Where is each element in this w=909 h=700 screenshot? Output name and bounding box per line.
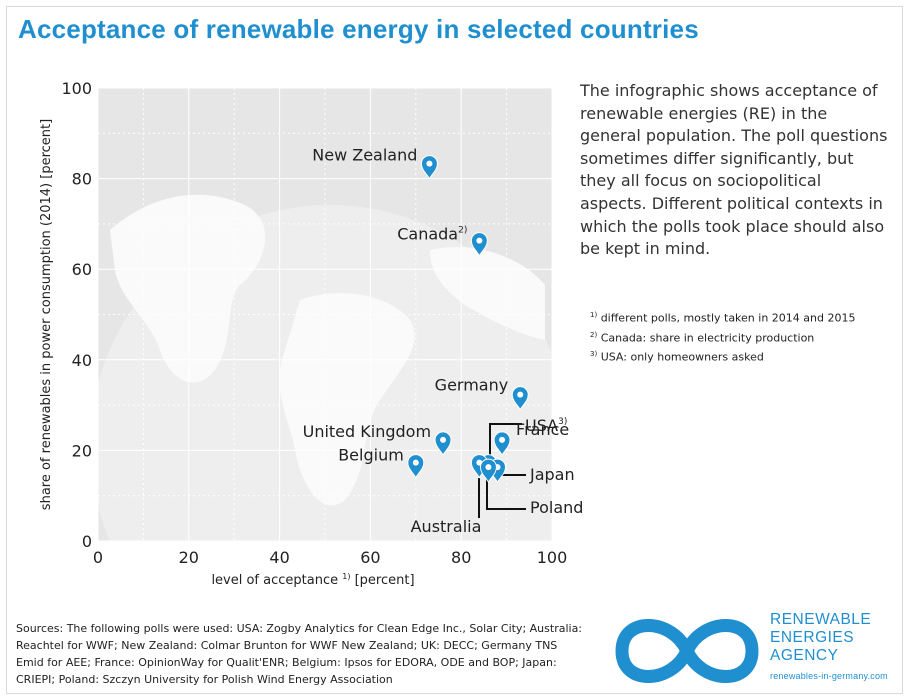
map-pin-icon [407, 454, 425, 479]
pin-dot [440, 436, 447, 443]
pin-dot [499, 436, 506, 443]
point-label: Germany [435, 376, 509, 395]
pin-dot [426, 160, 433, 167]
x-tick-label: 100 [537, 548, 568, 567]
pin-dot [517, 391, 524, 398]
y-tick-label: 0 [82, 532, 92, 551]
axis-ticks: 0 20 40 60 80 100 0 20 40 60 80 100 [61, 79, 567, 567]
globe-background [98, 194, 552, 541]
y-tick-label: 100 [61, 79, 92, 98]
y-tick-label: 80 [72, 170, 92, 189]
map-pin-icon [493, 431, 511, 456]
pin-shape [470, 232, 488, 257]
description-text: The infographic shows acceptance of rene… [580, 81, 888, 259]
x-tick-label: 60 [360, 548, 380, 567]
point-labels: New Zealand Canada2) Germany United Kingdom… [303, 146, 584, 536]
infographic-frame [6, 6, 903, 694]
agency-line: RENEWABLE [770, 611, 872, 628]
point-label: Poland [530, 498, 583, 517]
pin-shape [511, 386, 529, 411]
agency-line: AGENCY [770, 647, 839, 664]
point-label: USA3) [525, 416, 567, 435]
data-markers [407, 155, 529, 484]
pin-dot [485, 464, 492, 471]
point-label: Australia [411, 517, 482, 536]
pin-shape [420, 155, 438, 180]
x-tick-label: 40 [269, 548, 289, 567]
map-pin-icon [420, 155, 438, 180]
y-tick-label: 40 [72, 351, 92, 370]
sources-text: Sources: The following polls were used: … [16, 622, 583, 686]
y-tick-label: 60 [72, 260, 92, 279]
y-tick-label: 20 [72, 441, 92, 460]
map-pin-icon [479, 458, 497, 484]
y-axis-label: share of renewables in power consumption… [39, 119, 54, 510]
footnote: 1) different polls, mostly taken in 2014… [590, 311, 856, 325]
map-pin-icon [470, 232, 488, 257]
point-label: Japan [529, 465, 575, 484]
map-pin-icon [511, 386, 529, 411]
x-tick-label: 20 [179, 548, 199, 567]
infinity-logo-icon [615, 619, 759, 683]
globe-continent [279, 292, 415, 506]
pin-shape [407, 454, 425, 479]
agency-url: renewables-in-germany.com [770, 671, 888, 681]
x-tick-label: 80 [451, 548, 471, 567]
pin-dot [412, 459, 419, 466]
x-axis-label: level of acceptance 1) [percent] [211, 572, 414, 588]
pin-dot [476, 237, 483, 244]
page-title: Acceptance of renewable energy in select… [18, 14, 699, 44]
grid-lines [97, 87, 553, 542]
globe-continent [430, 246, 545, 340]
agency-line: ENERGIES [770, 629, 855, 646]
point-label: Belgium [338, 446, 404, 465]
footnotes: 1) different polls, mostly taken in 2014… [590, 307, 855, 366]
x-tick-label: 0 [93, 548, 103, 567]
globe-shape [98, 194, 552, 541]
map-pin-icon [434, 431, 452, 456]
point-label: France [516, 420, 569, 439]
pin-shape [479, 458, 497, 484]
point-label: Canada2) [397, 225, 467, 244]
globe-continent [110, 194, 266, 383]
footnote: 2) Canada: share in electricity producti… [590, 330, 815, 345]
scatter-chart: 0 20 40 60 80 100 0 20 40 60 80 100 New Zealand Cana… [39, 79, 584, 588]
agency-name: RENEWABLE ENERGIES AGENCY renewables-in-… [770, 611, 888, 685]
point-label: United Kingdom [303, 422, 431, 441]
pin-shape [493, 431, 511, 456]
leader-line [486, 478, 526, 510]
point-label: New Zealand [312, 146, 417, 165]
footnote: 3) USA: only homeowners asked [590, 350, 764, 364]
pin-shape [434, 431, 452, 456]
